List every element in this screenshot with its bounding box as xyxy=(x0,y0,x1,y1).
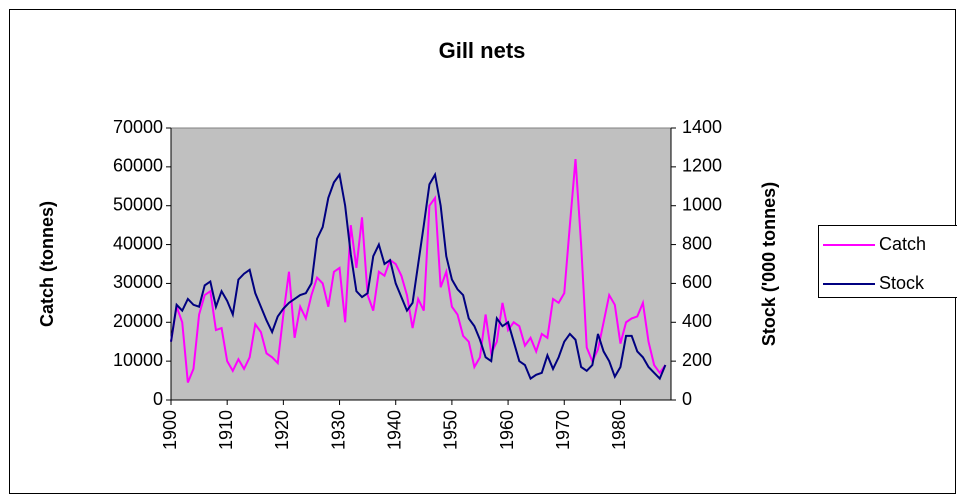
legend-label: Stock xyxy=(879,273,925,293)
y2-tick-label: 1400 xyxy=(682,117,722,137)
x-tick-label: 1980 xyxy=(609,410,629,450)
x-tick-label: 1960 xyxy=(497,410,517,450)
y-tick-label: 60000 xyxy=(113,156,163,176)
y2-axis-title: Stock ('000 tonnes) xyxy=(759,182,779,346)
y-tick-label: 30000 xyxy=(113,272,163,292)
y-axis-title: Catch (tonnes) xyxy=(37,201,57,327)
y2-tick-label: 800 xyxy=(682,233,712,253)
y-tick-label: 40000 xyxy=(113,233,163,253)
chart-title: Gill nets xyxy=(439,38,526,63)
y2-tick-label: 1200 xyxy=(682,156,722,176)
y2-tick-label: 0 xyxy=(682,389,692,409)
x-tick-label: 1920 xyxy=(272,410,292,450)
legend-label: Catch xyxy=(879,234,926,254)
x-tick-label: 1970 xyxy=(553,410,573,450)
y2-tick-label: 1000 xyxy=(682,194,722,214)
y2-tick-label: 600 xyxy=(682,272,712,292)
x-tick-label: 1930 xyxy=(328,410,348,450)
x-tick-label: 1900 xyxy=(160,410,180,450)
y-tick-label: 0 xyxy=(153,389,163,409)
x-tick-label: 1950 xyxy=(441,410,461,450)
y2-tick-label: 400 xyxy=(682,311,712,331)
x-tick-label: 1940 xyxy=(384,410,404,450)
y-tick-label: 70000 xyxy=(113,117,163,137)
plot-area xyxy=(171,128,671,400)
y-tick-label: 10000 xyxy=(113,350,163,370)
y2-tick-label: 200 xyxy=(682,350,712,370)
y-tick-label: 20000 xyxy=(113,311,163,331)
x-tick-label: 1910 xyxy=(216,410,236,450)
y-tick-label: 50000 xyxy=(113,194,163,214)
